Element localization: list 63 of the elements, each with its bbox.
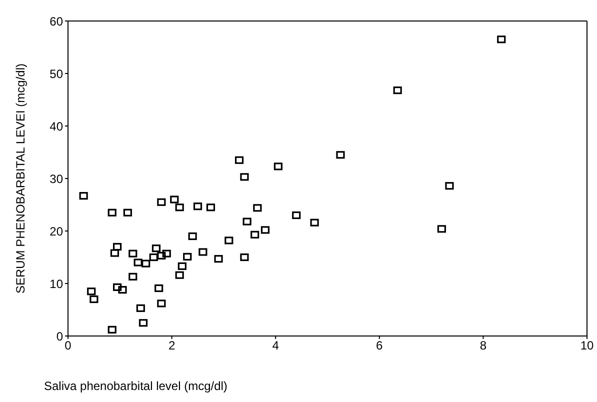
x-tick-label: 10 (580, 338, 594, 353)
point (240, 253, 249, 262)
point (154, 284, 164, 292)
point (336, 151, 345, 159)
point (149, 253, 158, 262)
point (240, 173, 249, 181)
point (108, 326, 116, 334)
point (393, 86, 402, 94)
x-tick-label: 4 (272, 338, 280, 353)
point (234, 156, 244, 164)
point (118, 286, 127, 294)
y-tick-label: 30 (50, 172, 64, 186)
x-axis-title: Saliva phenobarbital level (mcg/dl) (44, 379, 228, 393)
x-tick-label: 8 (480, 338, 487, 353)
point (108, 208, 116, 216)
x-tick-label: 2 (168, 338, 176, 353)
point (138, 319, 148, 327)
x-tick-label: 6 (376, 338, 384, 353)
point (113, 242, 122, 251)
y-tick-label: 40 (50, 119, 64, 134)
point (250, 230, 260, 238)
point (128, 250, 138, 258)
point (242, 218, 252, 226)
point (79, 192, 88, 200)
point (214, 255, 223, 263)
point (157, 300, 166, 308)
point (310, 218, 319, 226)
point (123, 208, 132, 216)
point (445, 182, 454, 190)
point (292, 211, 301, 220)
y-tick-label: 60 (50, 14, 64, 28)
point (87, 288, 96, 296)
point (497, 36, 506, 44)
point (142, 260, 150, 268)
point (198, 248, 208, 256)
point (175, 271, 184, 279)
point (90, 295, 98, 304)
point (274, 162, 282, 170)
point (110, 249, 120, 257)
point (157, 198, 166, 206)
point (193, 202, 202, 210)
y-axis-title: SERUM PHENOBARBITAL LEVEI (mcg/dl) (13, 63, 28, 294)
point (206, 204, 216, 212)
point (113, 283, 122, 291)
point (152, 244, 161, 252)
point (162, 250, 171, 258)
point (157, 252, 166, 260)
point (175, 204, 184, 212)
point (170, 196, 179, 204)
point (178, 262, 186, 270)
y-tick-label: 20 (50, 224, 64, 238)
y-tick-label: 0 (56, 329, 64, 344)
point (188, 232, 197, 240)
point (224, 236, 234, 244)
point (260, 226, 270, 234)
point (183, 252, 192, 261)
point (437, 225, 446, 233)
point (136, 304, 145, 312)
y-tick-label: 10 (50, 276, 64, 291)
point (253, 204, 262, 212)
point (134, 258, 142, 266)
y-tick-label: 50 (50, 66, 64, 81)
point (128, 272, 138, 280)
